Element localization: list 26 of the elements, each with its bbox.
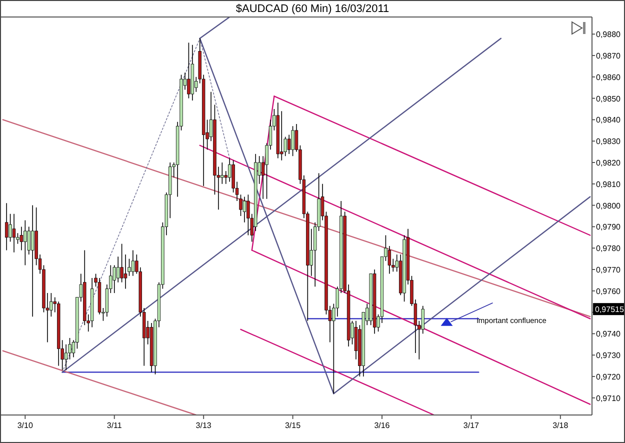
y-tick-label: 0,9730 <box>596 351 622 360</box>
chart-title: $AUDCAD (60 Min) 16/03/2011 <box>236 3 390 15</box>
y-tick-label: 0,9880 <box>596 30 622 40</box>
text: 0,97515 <box>595 305 624 314</box>
y-tick-label: 0,9810 <box>596 180 622 189</box>
y-tick-label: 0,9710 <box>596 394 622 403</box>
x-tick-label: 3/10 <box>17 421 34 430</box>
y-tick-label: 0,9850 <box>596 94 622 104</box>
x-tick-label: 3/13 <box>196 421 212 430</box>
x-tick-label: 3/16 <box>374 421 390 430</box>
y-tick-label: 0,9800 <box>596 201 622 210</box>
y-tick-label: 0,9860 <box>596 72 622 82</box>
y-tick-label: 0,9770 <box>596 265 622 274</box>
y-tick-label: 0,9820 <box>596 158 622 168</box>
y-tick-label: 0,9840 <box>596 116 622 125</box>
y-tick-label: 0,9740 <box>596 330 622 339</box>
x-tick-label: 3/17 <box>463 421 480 430</box>
y-tick-label: 0,9760 <box>596 286 622 296</box>
x-tick-label: 3/15 <box>284 421 302 430</box>
y-tick-label: 0,9720 <box>596 372 622 382</box>
y-tick-label: 0,9830 <box>596 137 622 146</box>
y-tick-label: 0,9790 <box>596 222 622 232</box>
x-tick-label: 3/18 <box>552 421 569 430</box>
y-tick-label: 0,9780 <box>596 244 622 254</box>
x-tick-label: 3/11 <box>106 421 122 430</box>
y-tick-label: 0,9870 <box>596 52 622 61</box>
